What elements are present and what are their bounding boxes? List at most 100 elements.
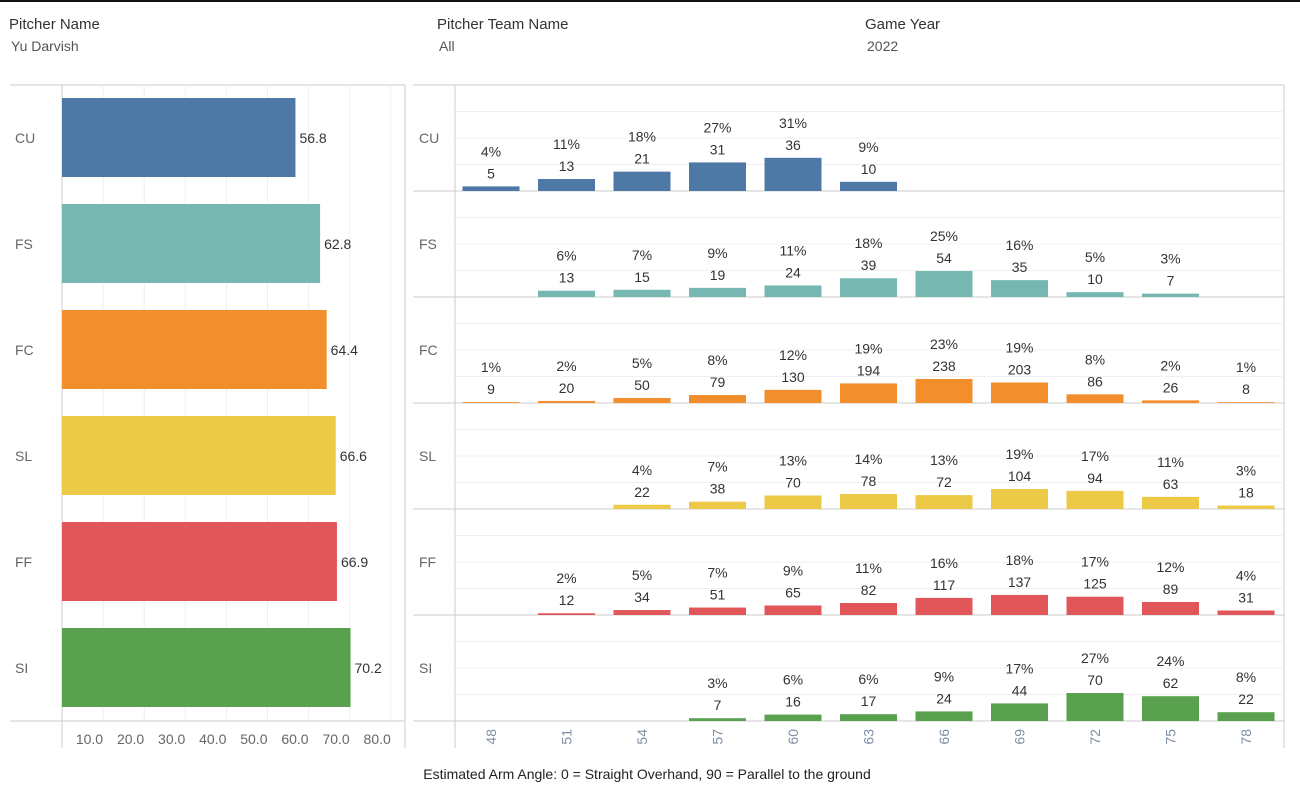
percent-label: 16% (930, 555, 958, 571)
percent-label: 8% (1236, 669, 1256, 685)
bar-fc-51 (538, 400, 595, 403)
count-label: 13 (559, 270, 575, 286)
filter-value[interactable]: Yu Darvish (11, 38, 79, 54)
bar-fc-57 (689, 395, 746, 403)
bar-sl-60 (764, 495, 822, 509)
bar-fc-72 (1066, 394, 1124, 403)
bar-ff-51 (538, 613, 595, 615)
percent-label: 17% (1005, 660, 1033, 676)
bar-ff-63 (840, 603, 897, 615)
bar-cu-60 (764, 157, 822, 191)
percent-label: 11% (553, 136, 580, 152)
bar-si-69 (991, 703, 1048, 721)
count-label: 7 (714, 697, 722, 713)
percent-label: 19% (854, 340, 882, 356)
count-label: 35 (1012, 259, 1028, 275)
percent-label: 4% (1236, 567, 1256, 583)
category-label: FF (419, 554, 436, 570)
percent-label: 9% (783, 562, 803, 578)
category-label: SL (15, 448, 32, 464)
x-tick-label: 48 (483, 729, 499, 745)
percent-label: 11% (855, 560, 882, 576)
percent-label: 9% (934, 668, 954, 684)
bar-sl-54 (613, 504, 671, 509)
bar-fs-75 (1142, 293, 1199, 297)
value-label: 64.4 (331, 342, 358, 358)
bar-fc-48 (462, 402, 520, 403)
x-tick-label: 57 (710, 729, 726, 745)
count-label: 137 (1008, 574, 1032, 590)
percent-label: 6% (783, 672, 803, 688)
bar-fs-54 (613, 289, 671, 297)
percent-label: 18% (628, 129, 656, 145)
percent-label: 17% (1081, 554, 1109, 570)
category-label: CU (15, 130, 35, 146)
x-tick-label: 60.0 (281, 731, 308, 747)
percent-label: 6% (556, 248, 576, 264)
filter-value[interactable]: All (439, 38, 455, 54)
value-label: 70.2 (355, 660, 382, 676)
bar-fs-57 (689, 287, 746, 297)
bar-si (62, 628, 351, 707)
bar-cu-57 (689, 162, 746, 191)
x-tick-label: 75 (1163, 729, 1179, 745)
bar-fs-72 (1066, 292, 1124, 297)
value-label: 62.8 (324, 236, 351, 252)
percent-label: 24% (1156, 653, 1184, 669)
x-axis-title: Estimated Arm Angle: 0 = Straight Overha… (423, 766, 871, 782)
x-tick-label: 60 (785, 729, 801, 745)
bar-ff-54 (613, 610, 671, 615)
count-label: 50 (634, 377, 650, 393)
count-label: 24 (785, 264, 801, 280)
percent-label: 13% (779, 453, 807, 469)
bar-fc-54 (613, 397, 671, 403)
bar-ff-66 (915, 597, 973, 615)
filter-label: Pitcher Team Name (437, 16, 569, 33)
count-label: 117 (933, 577, 956, 593)
bar-sl-78 (1217, 505, 1275, 509)
x-tick-label: 54 (634, 729, 650, 745)
percent-label: 25% (930, 228, 958, 244)
bar-fc-78 (1217, 402, 1275, 403)
count-label: 31 (1238, 589, 1254, 605)
count-label: 24 (936, 690, 952, 706)
count-label: 22 (634, 484, 650, 500)
bar-ff-78 (1217, 610, 1275, 615)
bar-sl-72 (1066, 490, 1124, 509)
percent-label: 5% (632, 567, 652, 583)
filter-pitcher-name[interactable]: Pitcher Name Yu Darvish (9, 16, 100, 54)
x-tick-label: 10.0 (76, 731, 103, 747)
count-label: 12 (559, 592, 575, 608)
count-label: 39 (861, 257, 877, 273)
bar-fs (62, 204, 321, 283)
percent-label: 2% (1160, 357, 1180, 373)
percent-label: 16% (1005, 237, 1033, 253)
bar-si-63 (840, 714, 897, 721)
category-label: SI (15, 660, 28, 676)
bar-fc-75 (1142, 400, 1199, 403)
value-label: 66.9 (341, 554, 368, 570)
x-tick-label: 50.0 (240, 731, 267, 747)
percent-label: 17% (1081, 448, 1109, 464)
bar-sl-63 (840, 493, 897, 509)
filter-pitcher-team[interactable]: Pitcher Team Name All (437, 16, 568, 54)
value-label: 66.6 (340, 448, 367, 464)
bar-ff (62, 522, 337, 601)
x-tick-label: 70.0 (322, 731, 349, 747)
bar-fs-66 (915, 270, 973, 297)
count-label: 21 (634, 151, 650, 167)
percent-label: 5% (632, 355, 652, 371)
bar-sl-66 (915, 495, 973, 509)
bar-fs-63 (840, 278, 897, 297)
count-label: 54 (936, 250, 952, 266)
bar-fs-51 (538, 290, 595, 297)
category-label: FC (15, 342, 34, 358)
count-label: 9 (487, 381, 495, 397)
filter-value[interactable]: 2022 (867, 38, 899, 54)
filter-game-year[interactable]: Game Year 2022 (865, 16, 940, 54)
category-label: FF (15, 554, 32, 570)
bar-sl (62, 416, 336, 495)
count-label: 7 (1167, 273, 1175, 289)
category-label: SL (419, 448, 436, 464)
bar-cu-63 (840, 181, 897, 191)
